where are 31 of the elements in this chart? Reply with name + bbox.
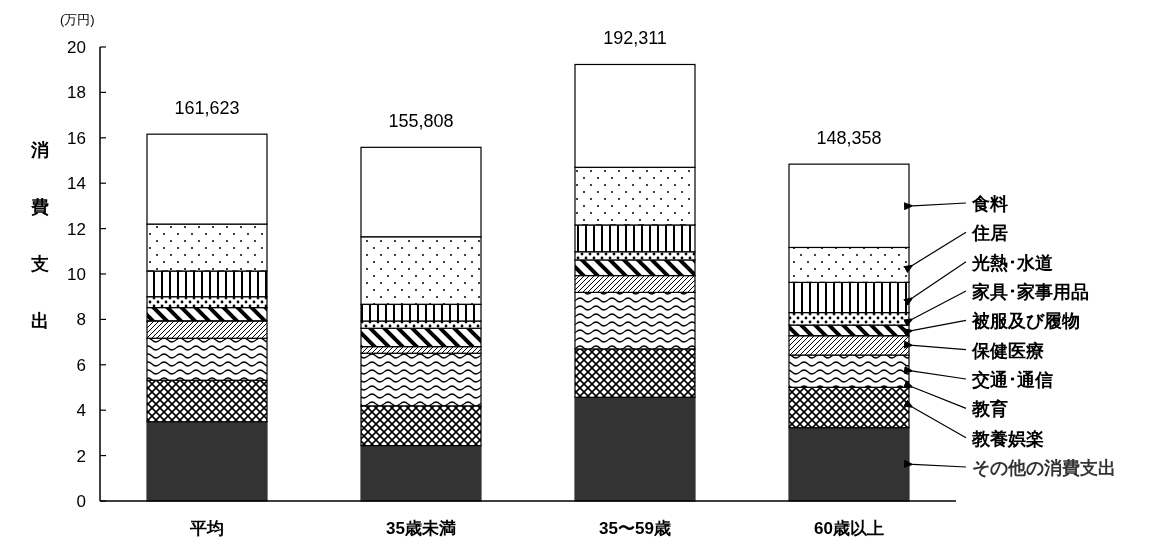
x-tick-label: 35歳未満 xyxy=(386,519,456,538)
y-tick-label: 18 xyxy=(67,83,86,103)
text: 光熱･水道 xyxy=(971,252,1053,273)
y-tick-label: 8 xyxy=(76,310,86,330)
annotation: 192,311 xyxy=(603,28,667,49)
text: 教養娯楽 xyxy=(971,428,1044,449)
text: (万円) xyxy=(60,12,95,27)
x-tick-label: 平均 xyxy=(189,519,224,538)
annotation: 161,623 xyxy=(174,98,240,119)
annotation: 155,808 xyxy=(388,111,454,132)
text: 交通･通信 xyxy=(971,370,1053,390)
y-tick-label: 20 xyxy=(67,38,86,57)
y-tick-label: 4 xyxy=(76,401,86,421)
y-tick-label: 0 xyxy=(76,492,86,511)
y-tick-label: 10 xyxy=(67,265,86,284)
y-tick-label: 14 xyxy=(67,174,86,194)
text: 被服及び履物 xyxy=(971,311,1080,332)
y-axis-title: 消費支出 xyxy=(30,125,50,353)
text: その他の消費支出 xyxy=(972,458,1116,478)
y-tick-label: 2 xyxy=(76,446,86,466)
y-tick-label: 12 xyxy=(67,219,86,239)
x-tick-label: 35〜59歳 xyxy=(599,519,671,538)
legend-label: 教育 xyxy=(971,398,1008,420)
text: 保健医療 xyxy=(971,340,1044,361)
y-tick-label: 16 xyxy=(67,128,86,148)
annotation: 148,358 xyxy=(816,128,882,149)
x-tick-label: 60歳以上 xyxy=(814,519,884,538)
text: 家具･家事用品 xyxy=(971,282,1089,302)
y-tick-label: 6 xyxy=(76,355,86,375)
text: 住居 xyxy=(971,223,1008,244)
text: 食料 xyxy=(971,194,1008,214)
